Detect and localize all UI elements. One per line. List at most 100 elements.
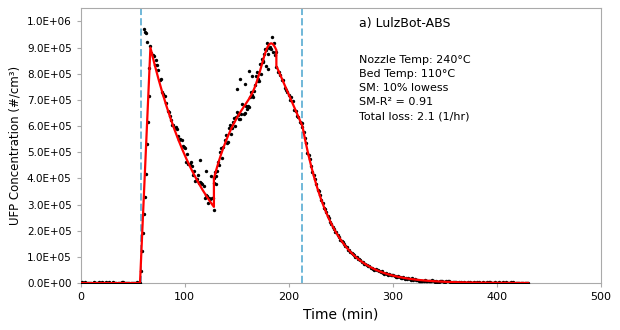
Point — [498, 280, 508, 285]
Point — [251, 74, 261, 79]
Point — [257, 56, 267, 61]
Point — [226, 132, 236, 137]
Point — [133, 280, 143, 285]
Point — [445, 279, 455, 284]
Point — [432, 278, 441, 283]
Point — [230, 124, 240, 129]
Point — [81, 280, 91, 285]
Point — [499, 280, 509, 286]
Point — [308, 170, 317, 175]
Point — [337, 238, 347, 243]
Point — [120, 280, 130, 285]
Point — [109, 280, 119, 285]
Point — [123, 280, 133, 285]
Point — [278, 77, 288, 82]
Point — [225, 123, 235, 128]
Point — [352, 254, 361, 260]
Point — [151, 57, 161, 63]
Point — [173, 133, 183, 139]
Point — [418, 279, 428, 284]
Point — [520, 280, 529, 286]
Point — [186, 159, 196, 165]
Point — [236, 117, 246, 122]
Point — [113, 280, 123, 285]
Point — [367, 265, 377, 270]
Point — [170, 124, 180, 129]
Point — [355, 258, 365, 263]
Point — [170, 125, 180, 130]
Point — [103, 280, 113, 285]
Point — [319, 206, 329, 211]
Point — [397, 275, 407, 280]
Point — [356, 260, 366, 265]
Point — [110, 280, 120, 285]
Point — [229, 115, 239, 120]
Point — [312, 187, 322, 193]
Point — [453, 280, 463, 285]
Point — [305, 156, 315, 162]
Point — [201, 168, 211, 173]
Point — [96, 280, 106, 285]
Point — [316, 198, 326, 203]
Point — [405, 276, 415, 281]
Point — [455, 280, 465, 285]
Point — [128, 280, 138, 285]
Point — [159, 93, 169, 98]
Point — [211, 174, 221, 179]
Point — [423, 279, 433, 284]
Point — [493, 280, 503, 285]
Point — [205, 196, 215, 201]
Point — [85, 280, 95, 285]
Point — [335, 237, 345, 243]
Point — [162, 109, 172, 114]
Point — [330, 229, 340, 235]
Point — [506, 280, 516, 285]
Point — [180, 145, 190, 150]
Point — [209, 180, 219, 185]
Point — [256, 71, 266, 76]
Point — [472, 280, 482, 285]
Point — [512, 280, 522, 286]
Point — [436, 278, 446, 283]
Point — [190, 178, 200, 183]
Point — [104, 280, 114, 285]
Point — [268, 49, 278, 54]
Point — [407, 276, 417, 281]
Point — [366, 265, 376, 271]
Point — [517, 280, 527, 286]
Point — [372, 268, 382, 273]
Point — [140, 194, 149, 200]
Point — [167, 122, 177, 127]
Point — [362, 262, 372, 268]
Point — [406, 277, 416, 282]
Point — [322, 213, 332, 218]
Point — [464, 280, 474, 285]
Point — [83, 280, 93, 285]
Point — [143, 40, 153, 45]
Point — [187, 163, 197, 168]
Point — [228, 119, 238, 124]
Point — [465, 279, 475, 284]
Point — [76, 280, 86, 286]
Point — [130, 280, 140, 285]
Point — [354, 256, 364, 262]
Point — [179, 144, 189, 149]
Point — [311, 182, 321, 187]
Point — [415, 278, 425, 283]
Point — [219, 137, 229, 143]
Point — [310, 177, 320, 182]
Point — [254, 78, 264, 83]
Point — [246, 90, 256, 95]
Point — [195, 157, 205, 163]
Point — [153, 62, 162, 67]
Point — [258, 58, 268, 63]
Point — [254, 78, 264, 83]
Point — [154, 77, 164, 82]
Point — [492, 280, 502, 286]
Point — [234, 116, 244, 122]
Point — [391, 274, 401, 280]
Point — [389, 274, 399, 279]
Point — [146, 43, 156, 48]
Point — [430, 280, 440, 285]
Point — [177, 137, 187, 143]
